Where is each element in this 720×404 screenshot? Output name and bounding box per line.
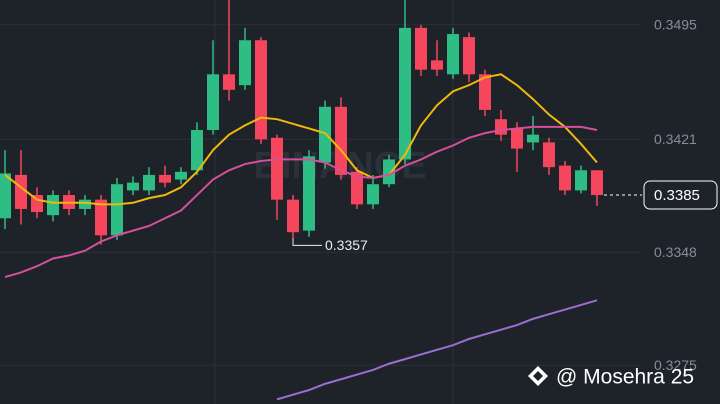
y-tick-label: 0.3495 — [654, 16, 697, 32]
candle-body — [383, 159, 395, 185]
candle-body — [415, 27, 427, 70]
candle-body — [127, 182, 139, 191]
low-pointer — [292, 238, 322, 246]
candle-body — [495, 119, 507, 135]
candle-body — [479, 74, 491, 110]
candle-body — [559, 165, 571, 191]
candle-body — [159, 174, 171, 183]
moving-average — [4, 125, 598, 279]
candle-body — [399, 27, 411, 160]
candle-body — [191, 130, 203, 171]
moving-average — [4, 73, 598, 206]
candle-body — [79, 199, 91, 209]
candle-body — [575, 170, 587, 191]
candle-body — [255, 40, 267, 140]
candle-body — [223, 74, 235, 90]
last-price-label: 0.3385 — [654, 187, 700, 204]
credit: @ Mosehra 25 — [528, 366, 694, 389]
candle-body — [447, 34, 459, 75]
credit-text: @ Mosehra 25 — [556, 366, 694, 389]
candle-body — [207, 74, 219, 131]
candle-body — [47, 195, 59, 216]
candle-body — [143, 174, 155, 191]
candle-body — [543, 142, 555, 168]
candle-body — [527, 134, 539, 143]
candle-body — [111, 184, 123, 236]
y-tick-label: 0.3275 — [654, 357, 697, 373]
candle-body — [175, 171, 187, 180]
y-tick-label: 0.3348 — [654, 244, 697, 260]
y-tick-label: 0.3421 — [654, 131, 697, 147]
candle-body — [335, 106, 347, 175]
logo — [528, 366, 548, 386]
candle-body — [239, 40, 251, 86]
candle-body — [431, 60, 443, 70]
candle-body — [463, 37, 475, 75]
candle-body — [511, 128, 523, 149]
candle-body — [287, 199, 299, 233]
candle-body — [591, 170, 603, 196]
candle-body — [319, 106, 331, 163]
candle-body — [15, 174, 27, 209]
candle-body — [0, 173, 11, 219]
candle-body — [303, 156, 315, 231]
candle-body — [95, 199, 107, 236]
candle-body — [351, 171, 363, 205]
last-price-box — [643, 180, 718, 210]
candle-body — [271, 137, 283, 200]
moving-average — [276, 299, 598, 401]
candle-body — [367, 184, 379, 205]
plot: 0.3495 0.3421 0.3348 0.3275 0.3357 — [0, 0, 697, 401]
low-label: 0.3357 — [325, 237, 368, 253]
